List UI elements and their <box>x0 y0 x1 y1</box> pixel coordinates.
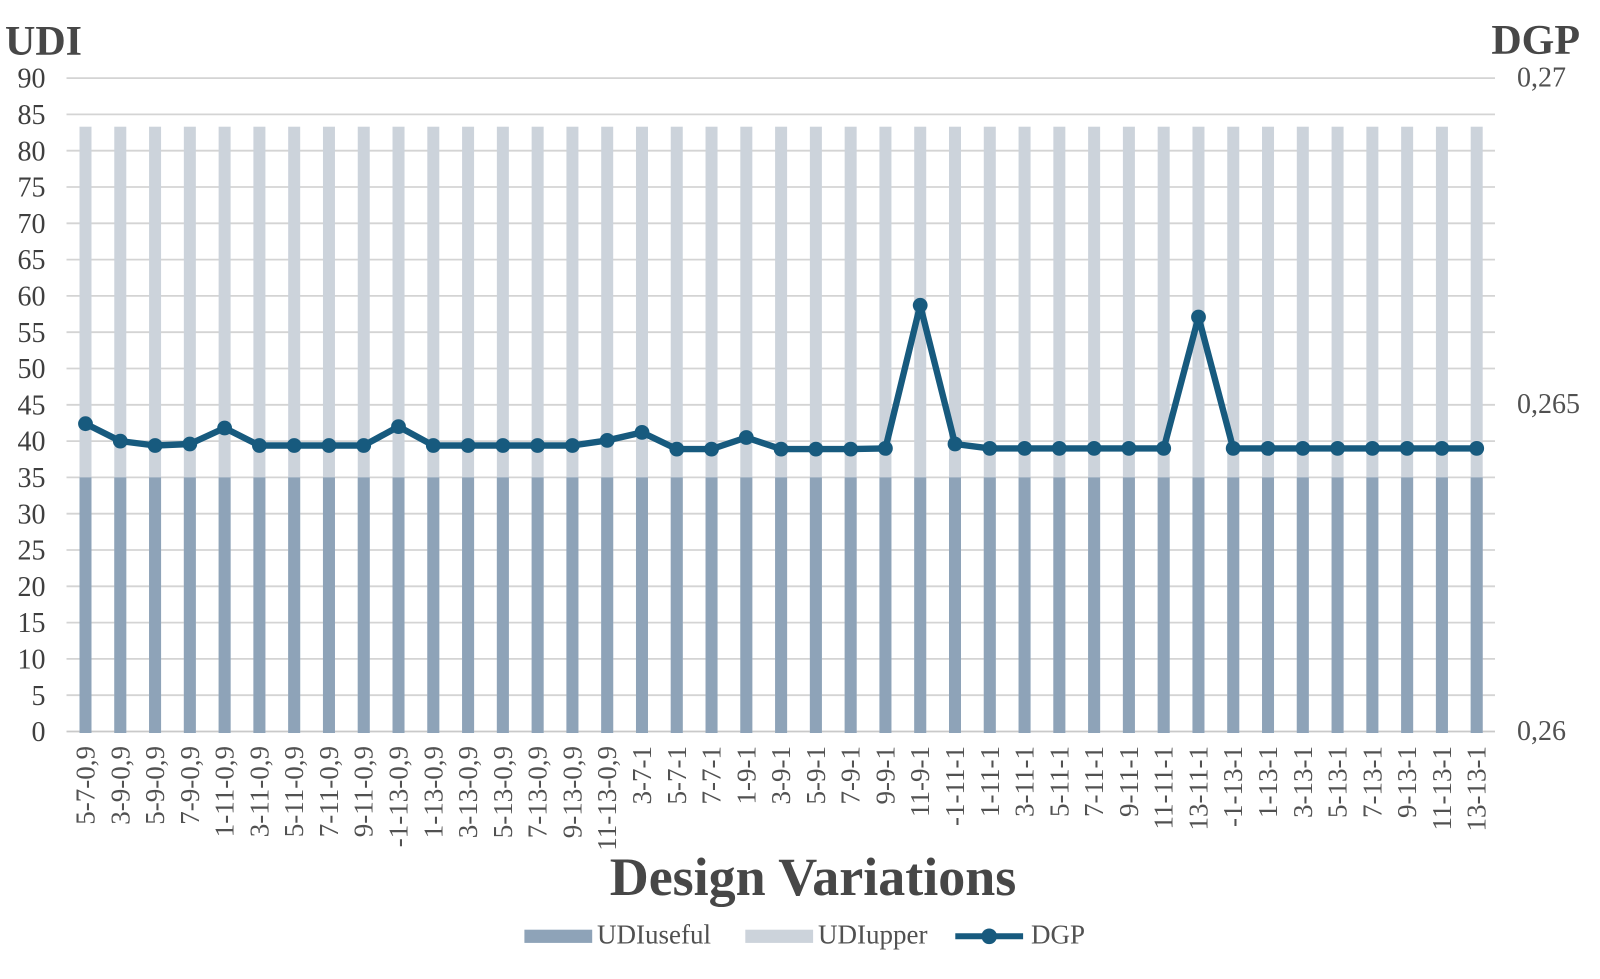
svg-text:5-11-1: 5-11-1 <box>1044 746 1074 817</box>
svg-text:UDIuseful: UDIuseful <box>597 920 711 950</box>
svg-text:9-9-1: 9-9-1 <box>870 746 900 804</box>
svg-text:75: 75 <box>18 173 46 204</box>
svg-text:65: 65 <box>18 245 46 276</box>
svg-text:3-13-0,9: 3-13-0,9 <box>453 746 483 838</box>
svg-text:DGP: DGP <box>1491 18 1580 64</box>
svg-text:5-13-1: 5-13-1 <box>1323 746 1353 818</box>
svg-text:9-11-0,9: 9-11-0,9 <box>349 746 379 837</box>
svg-text:3-13-1: 3-13-1 <box>1288 746 1318 818</box>
svg-text:9-13-1: 9-13-1 <box>1392 746 1422 818</box>
svg-text:70: 70 <box>18 209 46 240</box>
svg-text:7-13-0,9: 7-13-0,9 <box>523 746 553 838</box>
svg-text:45: 45 <box>18 390 46 421</box>
svg-text:3-11-1: 3-11-1 <box>1010 746 1040 817</box>
svg-text:25: 25 <box>18 536 46 567</box>
svg-text:1-13-0,9: 1-13-0,9 <box>418 746 448 838</box>
svg-text:60: 60 <box>18 282 46 313</box>
svg-text:50: 50 <box>18 354 46 385</box>
svg-text:0,27: 0,27 <box>1517 62 1566 93</box>
svg-text:7-11-1: 7-11-1 <box>1079 746 1109 817</box>
svg-text:90: 90 <box>18 64 46 95</box>
svg-text:5-7-0,9: 5-7-0,9 <box>71 746 101 825</box>
svg-text:85: 85 <box>18 100 46 131</box>
svg-text:7-13-1: 7-13-1 <box>1357 746 1387 818</box>
svg-text:11-9-1: 11-9-1 <box>905 746 935 817</box>
svg-text:3-7-1: 3-7-1 <box>627 746 657 804</box>
svg-text:13-13-1: 13-13-1 <box>1462 746 1492 831</box>
svg-text:10: 10 <box>18 645 46 676</box>
svg-text:5-7-1: 5-7-1 <box>662 746 692 804</box>
svg-text:5-9-0,9: 5-9-0,9 <box>140 746 170 825</box>
svg-text:30: 30 <box>18 499 46 530</box>
svg-text:DGP: DGP <box>1031 920 1085 950</box>
svg-text:5-9-1: 5-9-1 <box>801 746 831 804</box>
svg-text:3-9-1: 3-9-1 <box>766 746 796 804</box>
svg-text:1-11-1: 1-11-1 <box>975 746 1005 817</box>
svg-text:-1-13-1: -1-13-1 <box>1218 746 1248 827</box>
svg-text:0: 0 <box>32 717 46 748</box>
svg-text:Design Variations: Design Variations <box>610 847 1017 907</box>
svg-text:11-13-0,9: 11-13-0,9 <box>592 746 622 851</box>
svg-text:55: 55 <box>18 318 46 349</box>
svg-text:1-9-1: 1-9-1 <box>731 746 761 804</box>
svg-text:7-11-0,9: 7-11-0,9 <box>314 746 344 837</box>
svg-text:-1-13-0,9: -1-13-0,9 <box>384 746 414 847</box>
svg-text:7-7-1: 7-7-1 <box>697 746 727 804</box>
svg-text:11-13-1: 11-13-1 <box>1427 746 1457 830</box>
svg-text:1-11-0,9: 1-11-0,9 <box>210 746 240 837</box>
svg-text:3-11-0,9: 3-11-0,9 <box>244 746 274 837</box>
svg-text:5-13-0,9: 5-13-0,9 <box>488 746 518 838</box>
svg-text:UDI: UDI <box>5 19 82 65</box>
svg-text:7-9-1: 7-9-1 <box>836 746 866 804</box>
svg-text:0,26: 0,26 <box>1517 716 1566 747</box>
svg-text:11-11-1: 11-11-1 <box>1149 746 1179 829</box>
svg-text:UDIupper: UDIupper <box>818 920 927 950</box>
svg-text:13-11-1: 13-11-1 <box>1184 746 1214 830</box>
svg-text:3-9-0,9: 3-9-0,9 <box>105 746 135 825</box>
svg-text:80: 80 <box>18 136 46 167</box>
svg-text:-1-11-1: -1-11-1 <box>940 746 970 826</box>
svg-text:7-9-0,9: 7-9-0,9 <box>175 746 205 825</box>
svg-text:5-11-0,9: 5-11-0,9 <box>279 746 309 837</box>
svg-text:20: 20 <box>18 572 46 603</box>
svg-text:0,265: 0,265 <box>1517 389 1580 420</box>
svg-text:5: 5 <box>32 681 46 712</box>
svg-text:9-11-1: 9-11-1 <box>1114 746 1144 817</box>
svg-text:40: 40 <box>18 427 46 458</box>
svg-text:1-13-1: 1-13-1 <box>1253 746 1283 818</box>
svg-text:9-13-0,9: 9-13-0,9 <box>557 746 587 838</box>
svg-text:35: 35 <box>18 463 46 494</box>
svg-text:15: 15 <box>18 608 46 639</box>
